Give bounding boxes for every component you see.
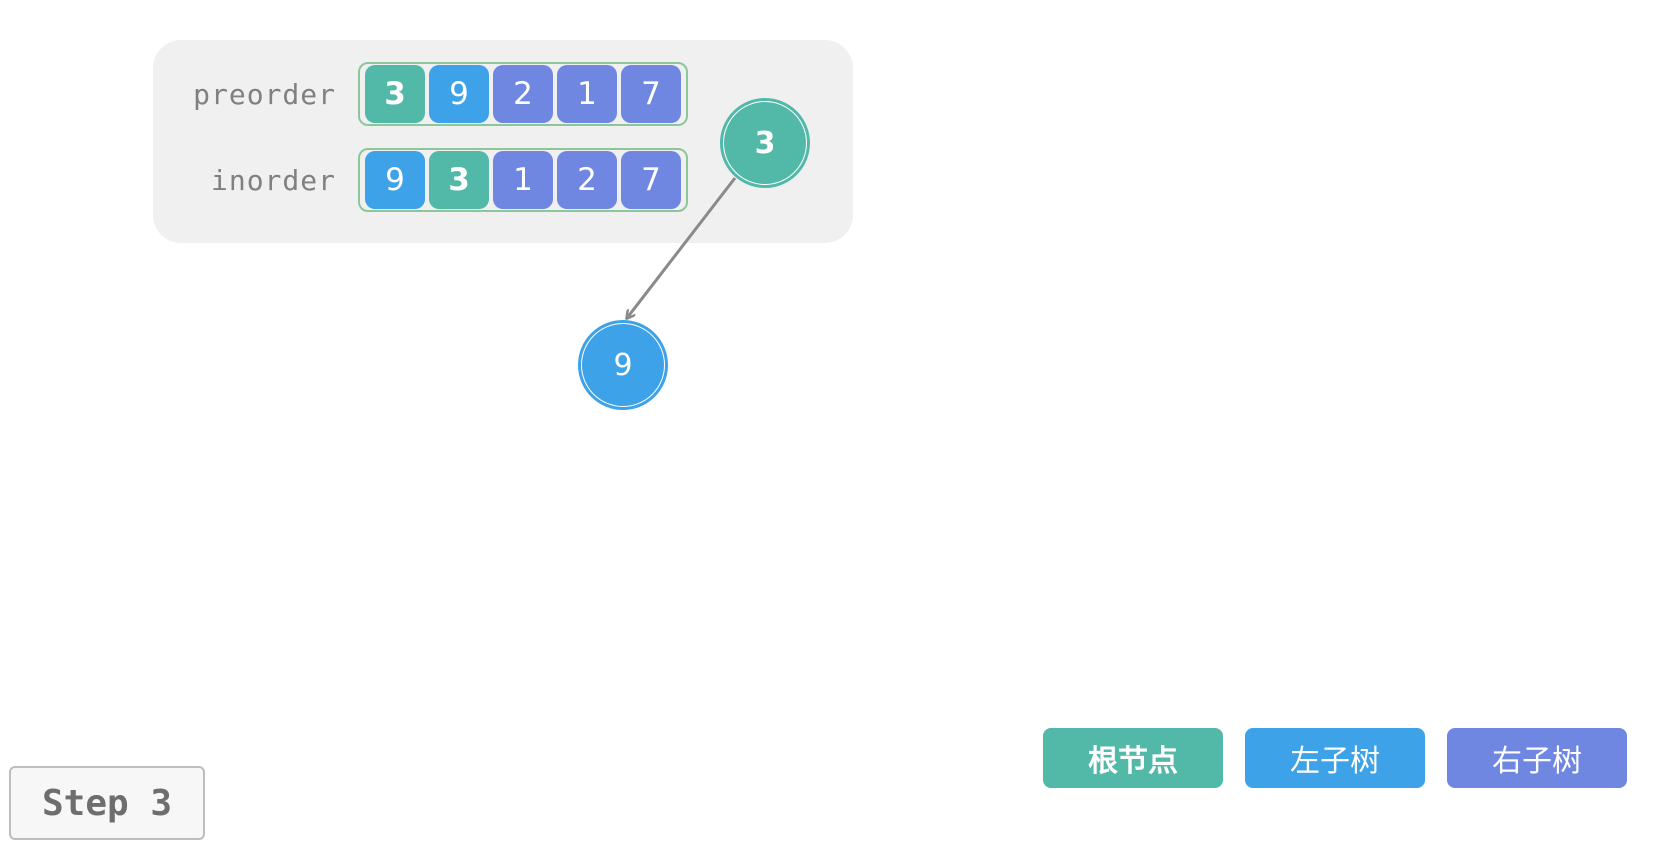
preorder-cell: 7	[621, 65, 681, 123]
legend-right-subtree: 右子树	[1447, 728, 1627, 788]
preorder-array: 3 9 2 1 7	[358, 62, 688, 126]
legend-root: 根节点	[1043, 728, 1223, 788]
inorder-cell: 1	[493, 151, 553, 209]
inorder-label: inorder	[210, 164, 336, 197]
tree-node-root: 3	[720, 98, 810, 188]
legend-left-subtree: 左子树	[1245, 728, 1425, 788]
inorder-cell: 2	[557, 151, 617, 209]
preorder-cell: 3	[365, 65, 425, 123]
inorder-cell: 9	[365, 151, 425, 209]
step-label: Step 3	[9, 766, 205, 840]
preorder-label: preorder	[193, 78, 336, 111]
preorder-cell: 9	[429, 65, 489, 123]
inorder-cell: 3	[429, 151, 489, 209]
preorder-cell: 2	[493, 65, 553, 123]
inorder-cell: 7	[621, 151, 681, 209]
tree-node-left-child-value: 9	[582, 324, 664, 406]
preorder-cell: 1	[557, 65, 617, 123]
tree-node-root-value: 3	[724, 102, 806, 184]
inorder-array: 9 3 1 2 7	[358, 148, 688, 212]
tree-node-left-child: 9	[578, 320, 668, 410]
